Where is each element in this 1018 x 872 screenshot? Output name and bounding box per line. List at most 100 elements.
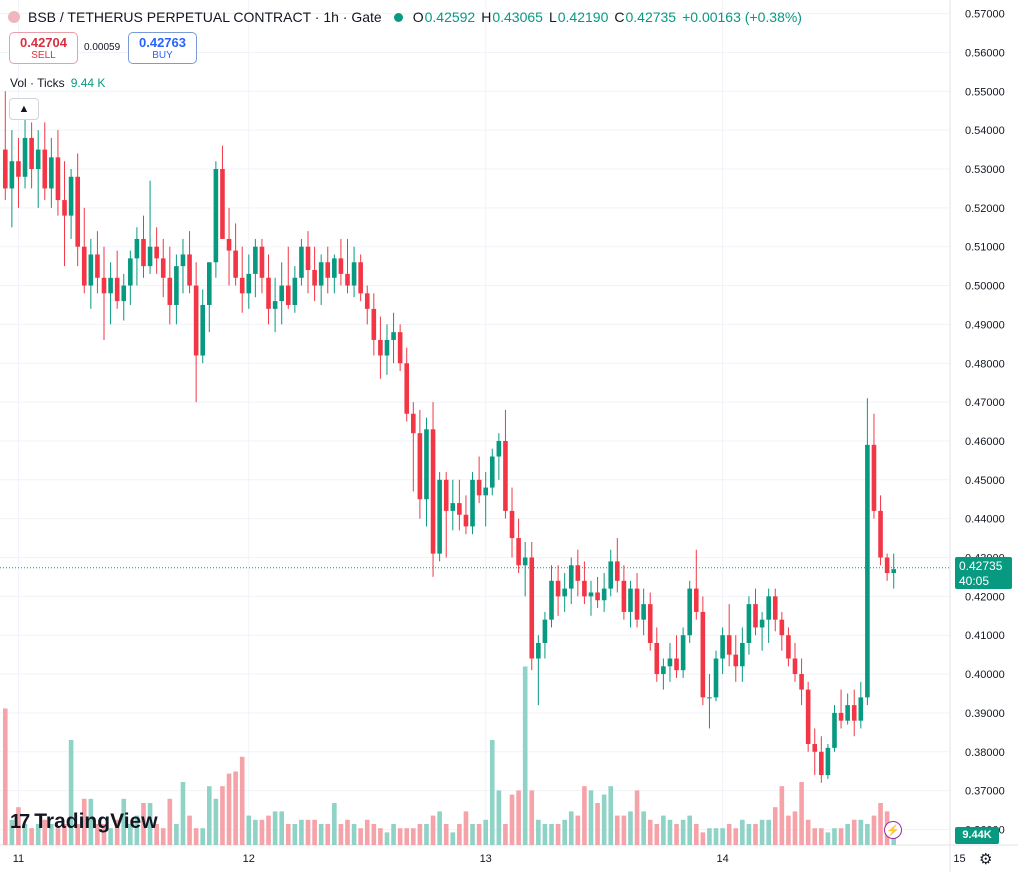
candle-body (167, 277, 173, 305)
spread-value: 0.00059 (84, 42, 121, 53)
volume-bar (213, 798, 219, 845)
candle-body (450, 503, 456, 511)
candle-body (259, 246, 265, 278)
candle-body (68, 176, 74, 216)
volume-bar (167, 798, 173, 845)
price-tick-label: 0.56000 (965, 47, 1005, 59)
volume-bar (878, 803, 883, 845)
candle-body (332, 258, 337, 278)
candle-body (858, 697, 864, 721)
candle-body (832, 712, 837, 748)
volume-bar (825, 832, 831, 845)
buy-label: BUY (152, 49, 173, 61)
candle-body (121, 285, 127, 302)
collapse-legend-button[interactable]: ▲ (9, 98, 39, 120)
market-status-icon[interactable] (393, 12, 403, 22)
volume-bar (332, 803, 337, 845)
price-axis[interactable]: 0.57000 0.56000 0.55000 0.54000 0.53000 0.520… (965, 9, 1005, 837)
candle-body (753, 604, 758, 628)
volume-bars (2, 666, 897, 845)
volume-bar (154, 824, 159, 845)
candle-body (740, 642, 745, 667)
time-axis[interactable]: 11121314151617 (13, 853, 1018, 865)
lightning-icon[interactable]: ⚡ (884, 821, 902, 839)
volume-bar (272, 811, 278, 845)
candle-body (601, 588, 607, 601)
volume-bar (141, 803, 146, 845)
volume-bar (588, 790, 594, 845)
candle-body (266, 277, 271, 309)
candle-body (285, 285, 291, 305)
buy-price: 0.42763 (139, 34, 186, 50)
volume-bar (470, 824, 475, 845)
price-tick-label: 0.57000 (965, 9, 1005, 21)
volume-bar (457, 824, 462, 845)
candle-body (457, 503, 462, 515)
volume-bar (516, 790, 521, 845)
candle-body (522, 557, 528, 566)
candle-body (180, 254, 186, 267)
volume-bar (134, 815, 140, 845)
volume-bar (220, 786, 225, 845)
volume-bar (55, 828, 61, 845)
volume-bar (174, 824, 179, 845)
candle-body (141, 238, 146, 267)
volume-bar (634, 790, 640, 845)
volume-bar (772, 807, 778, 845)
volume-bar (128, 824, 133, 845)
volume-bar (424, 824, 429, 845)
price-tick-label: 0.55000 (965, 86, 1005, 98)
candle-body (417, 433, 423, 500)
candle-body (792, 658, 798, 675)
price-tick-label: 0.37000 (965, 786, 1005, 798)
candle-body (378, 339, 383, 356)
volume-bar (2, 708, 8, 845)
sell-button[interactable]: 0.42704 SELL (9, 32, 78, 64)
candle-body (674, 658, 679, 671)
volume-bar (845, 824, 850, 845)
candle-body (555, 580, 561, 597)
gear-icon[interactable]: ⚙ (979, 851, 993, 868)
close-label: C (614, 9, 625, 25)
candle-body (160, 258, 166, 278)
candle-body (312, 270, 317, 286)
candle-body (16, 161, 21, 177)
tradingview-logo[interactable]: 17 TradingView (10, 810, 158, 834)
candle-body (680, 635, 686, 671)
volume-bar (371, 824, 377, 845)
candle-body (81, 246, 87, 286)
time-tick-label: 15 (953, 853, 965, 865)
volume-bar (16, 807, 21, 845)
volume-bar (121, 798, 127, 845)
volume-legend[interactable]: Vol · Ticks 9.44 K (10, 76, 105, 90)
volume-bar (555, 824, 561, 845)
candle-body (246, 273, 252, 294)
volume-bar (325, 824, 331, 845)
candle-body (200, 304, 206, 356)
candle-body (206, 262, 212, 305)
volume-bar (430, 815, 436, 845)
chevron-up-icon: ▲ (18, 103, 30, 115)
symbol-title[interactable]: BSB / TETHERUS PERPETUAL CONTRACT · 1h ·… (28, 9, 382, 25)
volume-bar (364, 819, 370, 845)
volume-bar (595, 803, 600, 845)
low-value: 0.42190 (557, 9, 609, 25)
candle-body (430, 429, 436, 554)
volume-bar (832, 828, 837, 845)
volume-bar (450, 832, 456, 845)
candle-body (29, 137, 34, 169)
volume-bar (542, 824, 548, 845)
volume-bar (391, 824, 396, 845)
candle-body (496, 440, 502, 457)
buy-button[interactable]: 0.42763 BUY (128, 32, 197, 64)
candle-body (213, 169, 219, 263)
candle-body (22, 137, 28, 177)
candlesticks (2, 91, 897, 783)
candle-body (95, 254, 100, 278)
candle-body (2, 149, 8, 189)
candle-body (529, 557, 535, 659)
volume-bar (187, 815, 192, 845)
volume-bar (647, 819, 653, 845)
candle-body (746, 604, 752, 643)
